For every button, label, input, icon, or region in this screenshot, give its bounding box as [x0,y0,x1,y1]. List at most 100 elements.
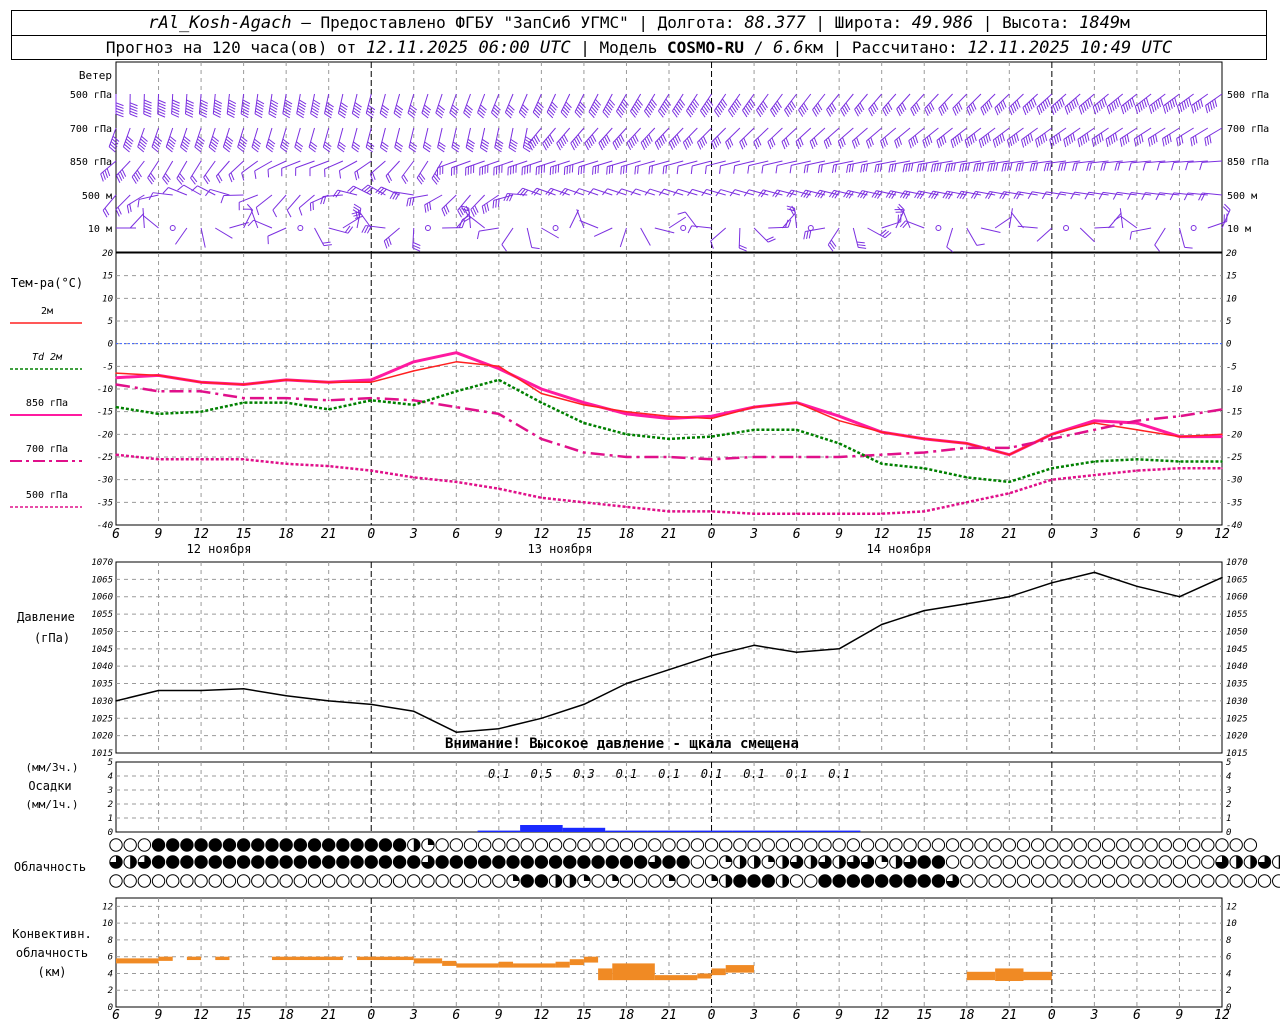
wind-barb-feather [479,107,486,114]
wind-barb-staff [1008,208,1013,229]
wind-barb-feather [1180,135,1184,144]
temp-point [838,512,840,515]
precip-tick-left: 2 [108,800,113,810]
wind-barb-staff [108,127,117,147]
wind-barb-feather [377,187,385,195]
wind-barb-feather [817,165,821,174]
wind-barb-feather [506,193,511,202]
wind-barb-feather [713,139,718,148]
wind-barb-feather [772,189,778,197]
pres-tick-left: 1040 [91,662,113,672]
wind-barb-feather [887,102,893,111]
wind-barb-staff [238,194,258,203]
wind-barb-staff [265,127,273,148]
wind-barb-feather [831,102,837,111]
wind-barb-feather [531,187,538,195]
wind-barb-staff [692,160,712,167]
wind-barb-feather [632,136,637,144]
wind-barb-staff [833,189,854,196]
wind-barb-feather [296,110,305,116]
cloud-circle [945,838,960,852]
pres-tick-left: 1035 [91,680,113,690]
wind-barb-feather [534,109,541,116]
cloud-circle [747,838,761,852]
wind-barb-feather [119,171,125,179]
wind-barb-feather [1206,136,1210,145]
wind-barb-staff [1173,192,1194,196]
wind-barb-staff [950,127,968,141]
wind-barb-feather [885,104,891,113]
wind-barb-feather [115,175,121,183]
wind-barb-feather [298,102,306,108]
temp-point [1093,419,1096,422]
wind-barb-feather [409,197,412,206]
wind-barb-feather [419,172,426,180]
temp-point [668,417,670,420]
cloud-circle [265,874,279,888]
precip-bar [817,830,861,832]
header-row-2: Прогноз на 120 часа(ов) от 12.11.2025 06… [105,38,1173,58]
wind-barb-feather [865,140,870,149]
wind-barb-staff [351,127,358,148]
wind-barb-feather [953,162,956,171]
wind-barb-feather [272,209,278,218]
wind-barb-feather [491,112,498,119]
wind-barb-feather [1042,101,1047,110]
wind-barb-staff [1162,127,1180,140]
cloud-circle [449,838,464,852]
convective-cloud-bar [442,960,457,966]
cloud-fill-full [166,838,179,852]
wind-barb-feather [1084,134,1088,143]
wind-barb-feather [182,141,189,148]
cloud-circle [166,874,180,888]
wind-barb-staff [1131,227,1152,233]
cloud-circle [1101,838,1116,852]
wind-barb-feather [851,163,854,172]
wind-barb-staff [980,93,996,109]
wind-barb-staff [1187,160,1208,163]
pressure-point [753,644,755,647]
temp-point [1051,467,1053,470]
wind-barb-feather [940,136,945,145]
wind-barb-feather [395,107,403,114]
wind-barb-feather [1150,137,1153,146]
wind-barb-feather [1165,104,1169,113]
cloud-circle [662,838,676,852]
legend-label: 500 гПа [26,490,68,501]
cloud-circle [1144,874,1158,888]
wind-barb-staff [451,127,457,148]
wind-barb-feather [481,141,489,147]
wind-barb-feather [1197,100,1201,109]
wind-barb-feather [1155,192,1161,201]
wind-barb-feather [423,107,431,114]
wind-barb-feather [856,137,860,146]
temp-point [1221,433,1223,436]
wind-barb-feather [155,135,163,142]
wind-barb-staff [212,93,216,114]
wind-barb-feather [1209,102,1213,111]
wind-barb-feather [1120,106,1125,115]
wind-barb-feather [547,136,553,145]
wind-barb-feather [1200,98,1204,107]
cloud-fill-full [152,838,165,852]
wind-barb-feather [352,113,360,119]
wind-barb-feather [441,208,446,217]
hour-label-bottom: 9 [155,1008,163,1023]
wind-barb-feather [144,99,152,104]
wind-barb-feather [143,113,152,118]
wind-barb-staff [180,127,188,148]
wind-barb-feather [789,207,795,216]
wind-barb-feather [371,172,376,180]
wind-barb-feather [605,106,612,114]
wind-barb-feather [1044,99,1049,108]
wind-barb-feather [803,165,806,174]
wind-barb-feather [720,100,726,109]
wind-barb-staff [635,188,655,196]
cloud-circle [435,838,449,852]
cloud-fill-full [180,838,194,852]
wind-barb-feather [1025,136,1029,145]
wind-barb-staff [777,160,797,166]
pressure-point [583,703,585,706]
wind-barb-feather [700,138,706,146]
wind-barb-feather [797,139,802,148]
